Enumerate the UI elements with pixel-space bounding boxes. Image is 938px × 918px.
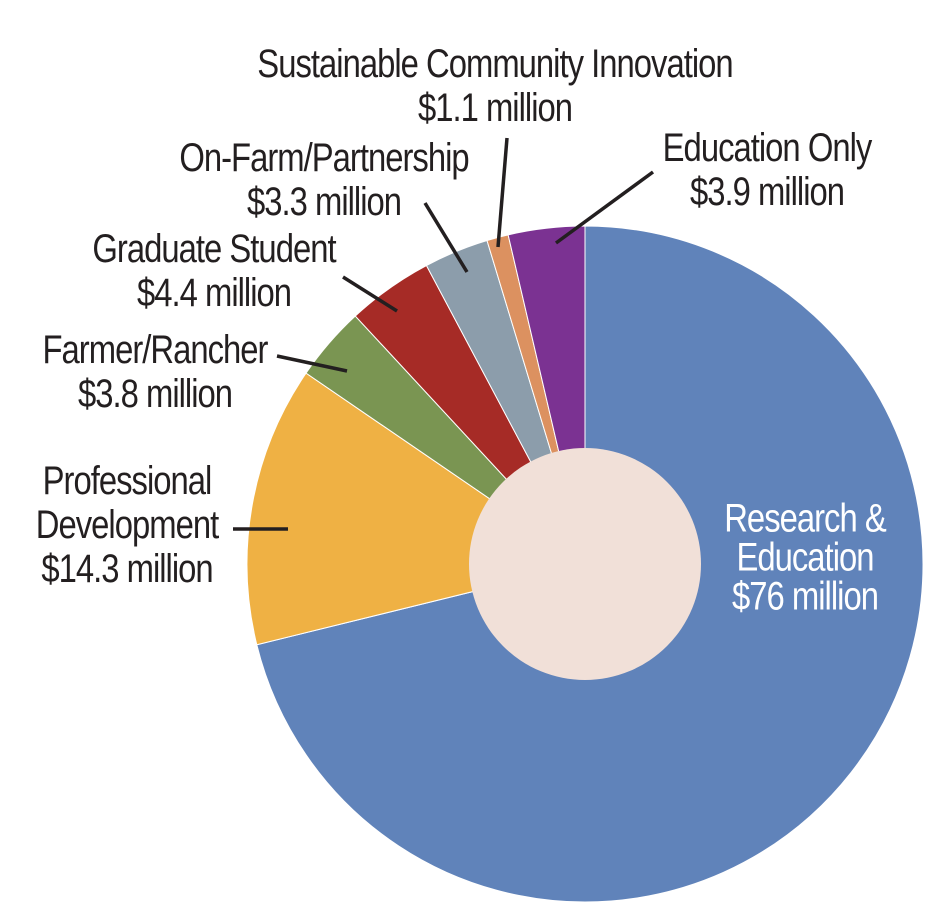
leader-line-education-only bbox=[554, 170, 655, 245]
leader-line-on-farm-partnership bbox=[423, 202, 469, 273]
leader-line-sustainable-community-innovation bbox=[496, 137, 509, 248]
slice-label-name: Sustainable Community Innovation bbox=[257, 42, 733, 86]
slice-label-name: On-Farm/Partnership bbox=[179, 136, 469, 180]
slice-label-value: $3.8 million bbox=[77, 372, 233, 416]
slice-label-research-education: Research & Education $76 million bbox=[724, 496, 887, 619]
slice-label-name: Education Only bbox=[662, 126, 873, 170]
donut-hole bbox=[469, 448, 701, 680]
slice-label-farmer-rancher: Farmer/Rancher $3.8 million bbox=[42, 328, 268, 416]
slice-label-value: $3.3 million bbox=[246, 180, 402, 224]
slice-label-value: $76 million bbox=[732, 574, 879, 619]
slice-label-on-farm-partnership: On-Farm/Partnership $3.3 million bbox=[179, 136, 469, 224]
slice-label-education-only: Education Only $3.9 million bbox=[662, 126, 873, 214]
slice-label-name-line1: Professional bbox=[42, 459, 213, 503]
slice-label-name-line2: Education bbox=[736, 535, 874, 580]
slice-label-value: $3.9 million bbox=[689, 170, 845, 214]
slice-label-name-line2: Development bbox=[35, 503, 219, 547]
slice-label-name-line1: Research & bbox=[724, 496, 887, 541]
slice-label-graduate-student: Graduate Student $4.4 million bbox=[92, 227, 336, 315]
leader-line-graduate-student bbox=[342, 275, 398, 313]
slice-label-name: Farmer/Rancher bbox=[42, 328, 268, 372]
slice-label-value: $14.3 million bbox=[41, 547, 213, 591]
slice-label-professional-development: Professional Development $14.3 million bbox=[35, 459, 219, 591]
slice-label-value: $4.4 million bbox=[136, 271, 292, 315]
slice-label-value: $1.1 million bbox=[417, 86, 573, 130]
slice-label-sustainable-community-innovation: Sustainable Community Innovation $1.1 mi… bbox=[257, 42, 733, 130]
leader-line-farmer-rancher bbox=[276, 354, 348, 373]
slice-label-name: Graduate Student bbox=[92, 227, 336, 271]
